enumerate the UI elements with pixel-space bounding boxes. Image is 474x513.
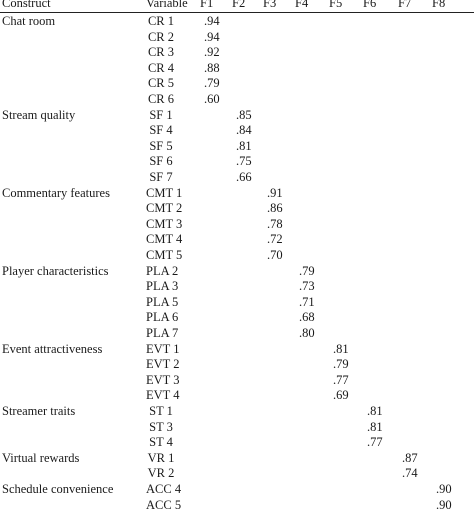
- variable-label: ST 4: [149, 435, 173, 450]
- loading-value: .79: [204, 76, 220, 91]
- variable-label: PLA 6: [146, 310, 179, 325]
- column-header: Variable: [146, 0, 188, 10]
- variable-label: SF 4: [149, 123, 173, 138]
- variable-label: ACC 4: [146, 482, 182, 496]
- loading-value: .78: [267, 216, 283, 231]
- variable-label: ACC 5: [146, 497, 182, 512]
- column-header: F2: [232, 0, 246, 10]
- column-header: F7: [398, 0, 412, 10]
- column-header: F1: [200, 0, 214, 10]
- variable-label: ST 1: [149, 404, 173, 418]
- variable-label: CMT 3: [146, 216, 183, 231]
- loading-value: .91: [267, 185, 283, 200]
- variable-label: CR 6: [147, 92, 175, 106]
- loading-value: .81: [367, 419, 383, 434]
- loading-value: .77: [333, 372, 349, 387]
- loading-value: .94: [204, 29, 220, 44]
- loading-value: .92: [204, 45, 220, 60]
- column-header: F5: [329, 0, 343, 10]
- loading-value: .77: [367, 435, 383, 450]
- variable-label: VR 1: [147, 450, 175, 465]
- variable-label: SF 6: [149, 154, 173, 169]
- construct-label: Stream quality: [2, 107, 76, 122]
- variable-label: PLA 3: [146, 279, 179, 294]
- header-rule: [0, 12, 474, 13]
- variable-label: CR 4: [147, 60, 175, 75]
- loading-value: .90: [436, 497, 452, 512]
- construct-label: Chat room: [2, 14, 56, 28]
- variable-label: EVT 2: [146, 357, 180, 372]
- variable-label: SF 5: [149, 138, 173, 153]
- variable-label: SF 1: [149, 107, 173, 122]
- loading-value: .81: [333, 341, 349, 356]
- variable-label: EVT 1: [146, 341, 180, 356]
- variable-label: SF 7: [149, 170, 173, 184]
- construct-label: Virtual rewards: [2, 450, 80, 465]
- loading-value: .87: [402, 450, 418, 465]
- column-header: F3: [263, 0, 277, 10]
- variable-label: ST 3: [149, 419, 173, 434]
- construct-label: Commentary features: [2, 185, 110, 200]
- loading-value: .70: [267, 248, 283, 262]
- variable-label: EVT 3: [146, 372, 180, 387]
- loading-value: .69: [333, 388, 349, 403]
- column-header: F6: [363, 0, 377, 10]
- variable-label: EVT 4: [146, 388, 180, 403]
- variable-label: CR 5: [147, 76, 175, 91]
- construct-label: Schedule convenience: [2, 482, 114, 496]
- loading-value: .66: [236, 170, 252, 184]
- loading-value: .79: [299, 263, 315, 278]
- loading-value: .68: [299, 310, 315, 325]
- loading-value: .81: [367, 404, 383, 418]
- loading-value: .80: [299, 326, 315, 340]
- loading-value: .94: [204, 14, 220, 28]
- variable-label: CR 1: [147, 14, 175, 28]
- variable-label: PLA 2: [146, 263, 179, 278]
- loading-value: .86: [267, 201, 283, 216]
- column-header: Construct: [2, 0, 51, 10]
- variable-label: VR 2: [147, 466, 175, 481]
- loading-value: .60: [204, 92, 220, 106]
- loading-value: .73: [299, 279, 315, 294]
- variable-label: CR 2: [147, 29, 175, 44]
- variable-label: CMT 2: [146, 201, 183, 216]
- variable-label: PLA 5: [146, 294, 179, 309]
- variable-label: CR 3: [147, 45, 175, 60]
- variable-label: CMT 4: [146, 232, 183, 247]
- loading-value: .74: [402, 466, 418, 481]
- construct-label: Event attractiveness: [2, 341, 103, 356]
- loading-value: .90: [436, 482, 452, 496]
- variable-label: PLA 7: [146, 326, 179, 340]
- column-header: F4: [295, 0, 309, 10]
- loading-value: .71: [299, 294, 315, 309]
- loading-value: .75: [236, 154, 252, 169]
- loading-value: .84: [236, 123, 252, 138]
- construct-label: Streamer traits: [2, 404, 76, 418]
- loading-value: .72: [267, 232, 283, 247]
- loading-value: .81: [236, 138, 252, 153]
- construct-label: Player characteristics: [2, 263, 109, 278]
- variable-label: CMT 5: [146, 248, 183, 262]
- loading-value: .88: [204, 60, 220, 75]
- column-header: F8: [432, 0, 446, 10]
- loading-value: .85: [236, 107, 252, 122]
- loading-value: .79: [333, 357, 349, 372]
- variable-label: CMT 1: [146, 185, 183, 200]
